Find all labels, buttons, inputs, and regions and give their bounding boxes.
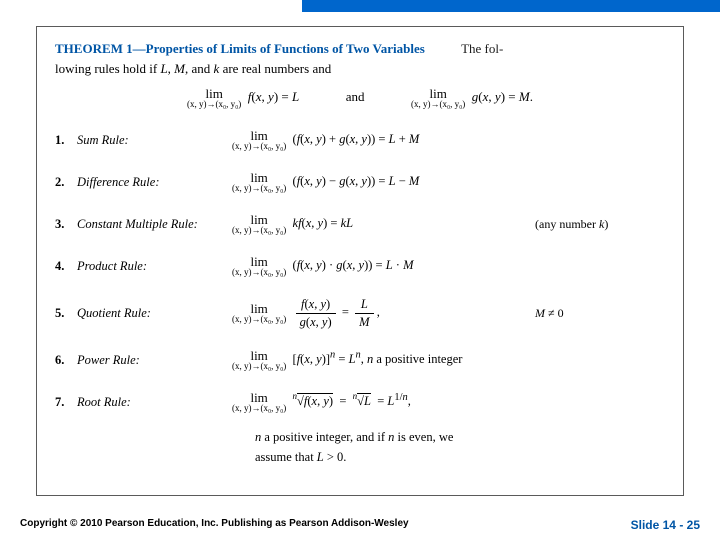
intro-tail: The fol- — [461, 41, 503, 56]
root-rule-note: n a positive integer, and if n is even, … — [255, 427, 665, 467]
rule-row: 5. Quotient Rule: lim(x, y)→(x₀, y₀) f(x… — [55, 291, 665, 335]
rule-number: 3. — [55, 217, 77, 232]
rule-number: 2. — [55, 175, 77, 190]
rule-number: 6. — [55, 353, 77, 368]
rule-row: 7. Root Rule: lim(x, y)→(x₀, y₀) n√f(x, … — [55, 385, 665, 419]
rule-name: Sum Rule: — [77, 133, 232, 148]
rule-row: 3. Constant Multiple Rule: lim(x, y)→(x₀… — [55, 207, 665, 241]
rules-list: 1. Sum Rule: lim(x, y)→(x₀, y₀) (f(x, y)… — [55, 123, 665, 467]
rule-name: Constant Multiple Rule: — [77, 217, 232, 232]
and-word: and — [346, 89, 365, 104]
rule-name: Quotient Rule: — [77, 306, 232, 321]
rule-row: 4. Product Rule: lim(x, y)→(x₀, y₀) (f(x… — [55, 249, 665, 283]
slide-number: Slide 14 - 25 — [631, 518, 700, 532]
rule-row: 2. Difference Rule: lim(x, y)→(x₀, y₀) (… — [55, 165, 665, 199]
theorem-number: THEOREM 1— — [55, 41, 146, 56]
rule-formula: lim(x, y)→(x₀, y₀) n√f(x, y) = n√L = L1/… — [232, 391, 535, 413]
lim-symbol: lim (x, y)→(x₀, y₀) — [187, 87, 241, 109]
theorem-box: THEOREM 1—Properties of Limits of Functi… — [36, 26, 684, 496]
accent-top-bar — [302, 0, 720, 12]
copyright-text: Copyright © 2010 Pearson Education, Inc.… — [20, 518, 409, 532]
rule-name: Product Rule: — [77, 259, 232, 274]
rule-number: 7. — [55, 395, 77, 410]
rule-name: Root Rule: — [77, 395, 232, 410]
theorem-title: Properties of Limits of Functions of Two… — [146, 41, 425, 56]
rule-extra: (any number k) — [535, 217, 665, 232]
rule-name: Power Rule: — [77, 353, 232, 368]
footer: Copyright © 2010 Pearson Education, Inc.… — [20, 518, 700, 532]
theorem-header: THEOREM 1—Properties of Limits of Functi… — [55, 41, 665, 57]
rule-formula: lim(x, y)→(x₀, y₀) (f(x, y) · g(x, y)) =… — [232, 255, 535, 277]
rule-formula: lim(x, y)→(x₀, y₀) [f(x, y)]n = Ln, n a … — [232, 349, 535, 371]
rule-row: 1. Sum Rule: lim(x, y)→(x₀, y₀) (f(x, y)… — [55, 123, 665, 157]
rule-number: 4. — [55, 259, 77, 274]
lim-symbol: lim (x, y)→(x₀, y₀) — [411, 87, 465, 109]
rule-formula: lim(x, y)→(x₀, y₀) kf(x, y) = kL — [232, 213, 535, 235]
rule-row: 6. Power Rule: lim(x, y)→(x₀, y₀) [f(x, … — [55, 343, 665, 377]
rule-number: 5. — [55, 306, 77, 321]
rule-formula: lim(x, y)→(x₀, y₀) (f(x, y) + g(x, y)) =… — [232, 129, 535, 151]
rule-formula: lim(x, y)→(x₀, y₀) f(x, y) g(x, y) = L M… — [232, 298, 535, 328]
intro-line2: lowing rules hold if L, M, and k are rea… — [55, 61, 665, 77]
rule-name: Difference Rule: — [77, 175, 232, 190]
premise-limits: lim (x, y)→(x₀, y₀) f(x, y) = L and lim … — [55, 87, 665, 109]
rule-extra: M ≠ 0 — [535, 306, 665, 321]
rule-number: 1. — [55, 133, 77, 148]
rule-formula: lim(x, y)→(x₀, y₀) (f(x, y) − g(x, y)) =… — [232, 171, 535, 193]
